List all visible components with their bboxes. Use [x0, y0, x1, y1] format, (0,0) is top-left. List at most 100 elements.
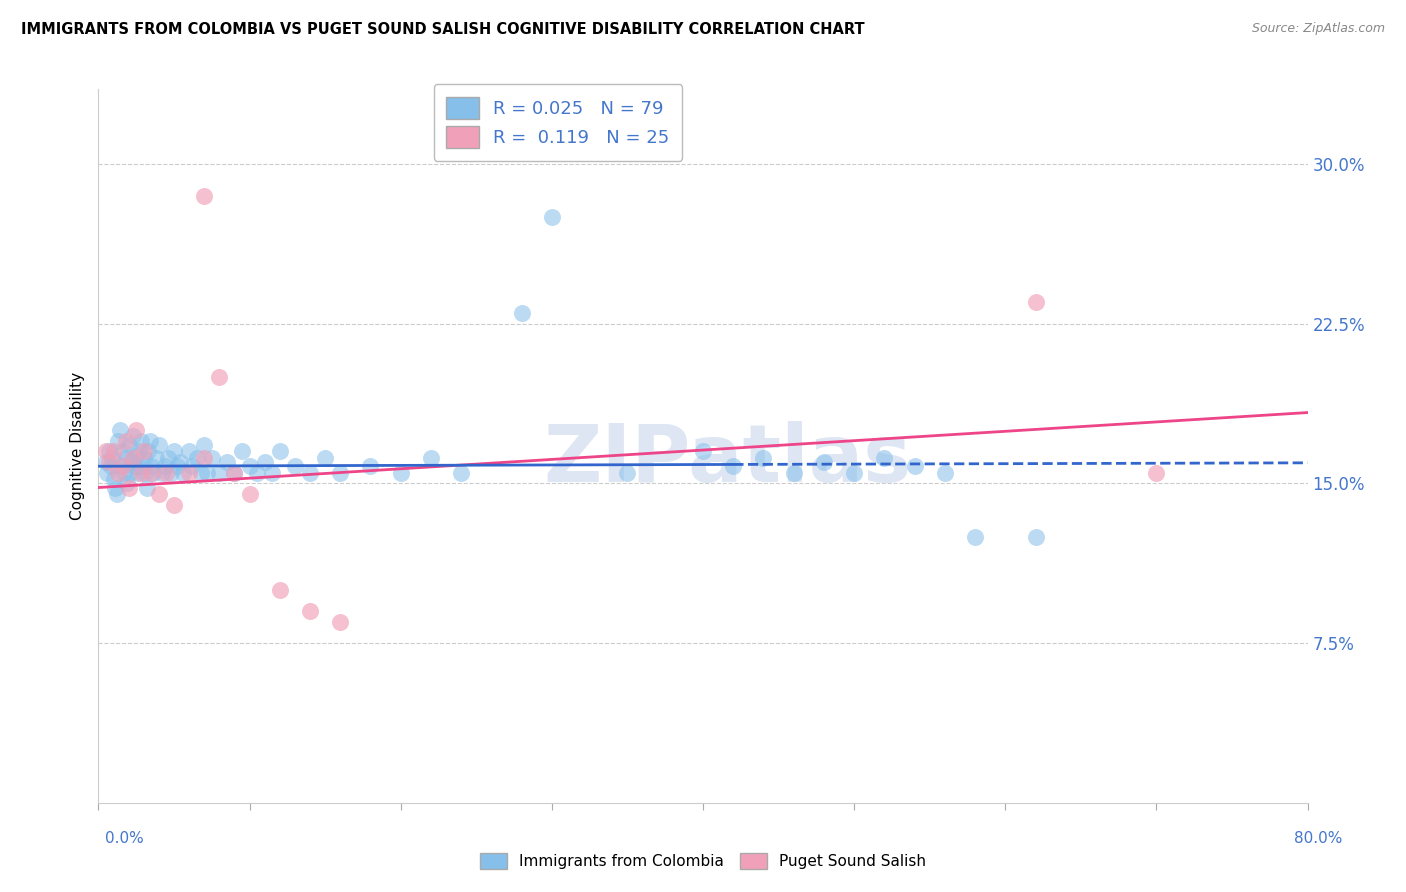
Point: [156, 450, 179, 465]
Point: [136, 444, 159, 458]
Point: [239, 459, 262, 474]
Point: [179, 444, 201, 458]
Point: [752, 450, 775, 465]
Point: [155, 466, 177, 480]
Point: [190, 466, 212, 480]
Point: [148, 438, 170, 452]
Point: [246, 466, 269, 480]
Point: [299, 604, 322, 618]
Point: [169, 455, 191, 469]
Point: [135, 481, 157, 495]
Point: [118, 438, 141, 452]
Point: [329, 615, 352, 629]
Text: 0.0%: 0.0%: [105, 831, 145, 846]
Point: [124, 459, 146, 474]
Point: [105, 487, 128, 501]
Point: [1024, 529, 1046, 543]
Point: [195, 466, 218, 480]
Point: [844, 466, 866, 480]
Point: [141, 466, 163, 480]
Point: [420, 450, 443, 465]
Point: [129, 434, 152, 448]
Point: [253, 455, 276, 469]
Point: [139, 434, 162, 448]
Point: [108, 423, 131, 437]
Point: [132, 444, 155, 458]
Point: [193, 188, 215, 202]
Point: [873, 450, 896, 465]
Point: [121, 455, 143, 469]
Point: [128, 444, 150, 458]
Point: [1144, 466, 1167, 480]
Point: [215, 455, 238, 469]
Point: [131, 459, 153, 474]
Point: [112, 466, 135, 480]
Point: [239, 487, 262, 501]
Point: [783, 466, 806, 480]
Point: [186, 450, 208, 465]
Point: [107, 466, 129, 480]
Point: [145, 450, 167, 465]
Point: [129, 466, 152, 480]
Point: [110, 459, 132, 474]
Point: [163, 498, 186, 512]
Point: [127, 466, 149, 480]
Text: 80.0%: 80.0%: [1295, 831, 1343, 846]
Point: [540, 210, 562, 224]
Point: [224, 466, 246, 480]
Point: [934, 466, 956, 480]
Point: [201, 450, 224, 465]
Point: [231, 444, 253, 458]
Point: [616, 466, 638, 480]
Point: [132, 450, 155, 465]
Point: [122, 450, 145, 465]
Point: [904, 459, 927, 474]
Point: [111, 459, 134, 474]
Point: [104, 481, 127, 495]
Point: [122, 429, 145, 443]
Text: Source: ZipAtlas.com: Source: ZipAtlas.com: [1251, 22, 1385, 36]
Point: [269, 444, 291, 458]
Point: [269, 582, 291, 597]
Point: [1024, 295, 1046, 310]
Point: [96, 466, 118, 480]
Point: [148, 487, 170, 501]
Point: [120, 466, 142, 480]
Point: [94, 455, 117, 469]
Point: [100, 459, 122, 474]
Point: [107, 434, 129, 448]
Point: [723, 459, 745, 474]
Point: [965, 529, 987, 543]
Point: [111, 444, 134, 458]
Point: [98, 444, 121, 458]
Point: [141, 459, 163, 474]
Point: [114, 434, 136, 448]
Point: [172, 466, 194, 480]
Point: [181, 459, 204, 474]
Point: [150, 466, 173, 480]
Point: [153, 459, 176, 474]
Point: [360, 459, 382, 474]
Point: [284, 459, 307, 474]
Point: [101, 450, 124, 465]
Legend: R = 0.025   N = 79, R =  0.119   N = 25: R = 0.025 N = 79, R = 0.119 N = 25: [433, 84, 682, 161]
Point: [179, 466, 201, 480]
Point: [208, 466, 231, 480]
Point: [262, 466, 284, 480]
Point: [208, 369, 231, 384]
Point: [813, 455, 835, 469]
Point: [450, 466, 472, 480]
Point: [114, 450, 136, 465]
Point: [142, 466, 165, 480]
Point: [125, 449, 148, 463]
Point: [94, 444, 117, 458]
Point: [193, 438, 215, 452]
Point: [118, 481, 141, 495]
Point: [103, 472, 125, 486]
Legend: Immigrants from Colombia, Puget Sound Salish: Immigrants from Colombia, Puget Sound Sa…: [474, 847, 932, 875]
Point: [125, 423, 148, 437]
Point: [166, 459, 188, 474]
Point: [510, 306, 533, 320]
Point: [163, 444, 186, 458]
Point: [389, 466, 412, 480]
